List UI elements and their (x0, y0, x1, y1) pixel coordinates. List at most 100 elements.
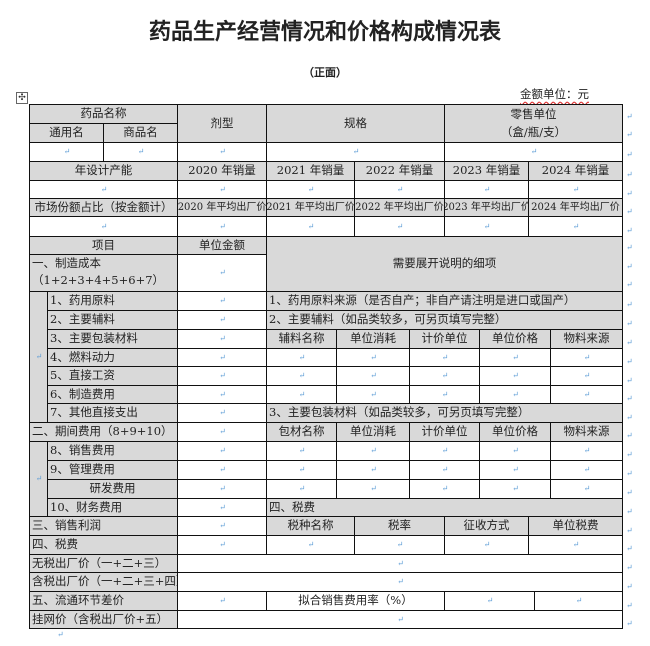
input-cell[interactable]: ↵ (266, 460, 337, 480)
header-generic-name: 通用名 (29, 123, 104, 143)
input-cell[interactable]: ↵ (266, 216, 355, 237)
input-cell[interactable]: ↵ (444, 535, 529, 555)
paragraph-mark-icon: ↵ (298, 352, 306, 362)
input-cell[interactable]: ↵ (444, 216, 529, 237)
input-cell[interactable]: ↵ (409, 348, 480, 367)
input-cell[interactable]: ↵ (177, 572, 623, 592)
input-cell[interactable]: ↵ (444, 591, 535, 611)
input-cell[interactable]: ↵ (409, 385, 480, 404)
header-sales-3: 2023 年销量 (444, 161, 529, 181)
input-cell[interactable]: ↵ (354, 216, 445, 237)
input-cell[interactable]: ↵ (266, 180, 355, 199)
amount-cell[interactable]: ↵ (177, 310, 267, 330)
input-cell[interactable]: ↵ (409, 441, 480, 461)
row-end-mark-icon: ↵ (626, 189, 633, 198)
paragraph-mark-icon: ↵ (512, 352, 519, 362)
input-cell[interactable]: ↵ (409, 366, 480, 386)
paragraph-mark-icon: ↵ (219, 484, 226, 493)
paragraph-mark-icon: ↵ (575, 596, 583, 605)
paragraph-mark-icon: ↵ (219, 352, 226, 362)
input-cell[interactable]: ↵ (336, 441, 410, 461)
indent-cell[interactable]: ↵ (29, 291, 48, 423)
cell-text: （1+2+3+4+5+6+7） (32, 273, 165, 288)
paragraph-mark-icon: ↵ (219, 465, 226, 474)
input-cell[interactable]: ↵ (354, 535, 445, 555)
amount-cell[interactable]: ↵ (177, 403, 267, 423)
input-cell[interactable]: ↵ (177, 610, 623, 629)
header-sales-4: 2024 年销量 (528, 161, 623, 181)
input-cell[interactable]: ↵ (534, 591, 623, 611)
amount-cell[interactable]: ↵ (177, 291, 267, 311)
amount-cell[interactable]: ↵ (177, 535, 267, 555)
amount-cell[interactable]: ↵ (177, 516, 267, 536)
input-cell[interactable]: ↵ (444, 180, 529, 199)
input-cell[interactable]: ↵ (336, 348, 410, 367)
input-cell[interactable]: ↵ (29, 142, 104, 162)
input-cell[interactable]: ↵ (528, 535, 623, 555)
input-cell[interactable]: ↵ (444, 142, 623, 162)
packaging-header: 物料来源 (550, 422, 623, 442)
input-cell[interactable]: ↵ (479, 366, 551, 386)
amount-cell[interactable]: ↵ (177, 460, 267, 480)
note-packaging: 3、主要包装材料（如品类较多，可另页填写完整） (266, 403, 623, 423)
table-move-handle-icon[interactable]: ✣ (16, 92, 28, 104)
input-cell[interactable]: ↵ (103, 142, 178, 162)
input-cell[interactable]: ↵ (479, 385, 551, 404)
amount-cell[interactable]: ↵ (177, 591, 267, 611)
input-cell[interactable]: ↵ (29, 216, 178, 237)
cell-text: 9、管理费用 (50, 462, 115, 477)
input-cell[interactable]: ↵ (177, 554, 623, 573)
input-cell[interactable]: ↵ (528, 180, 623, 199)
input-cell[interactable]: ↵ (409, 479, 480, 499)
input-cell[interactable]: ↵ (550, 460, 623, 480)
input-cell[interactable]: ↵ (177, 216, 267, 237)
input-cell[interactable]: ↵ (266, 535, 355, 555)
indent-cell[interactable]: ↵ (29, 441, 48, 517)
input-cell[interactable]: ↵ (479, 348, 551, 367)
amount-cell[interactable]: ↵ (177, 348, 267, 367)
paragraph-mark-icon: ↵ (219, 446, 226, 455)
input-cell[interactable]: ↵ (528, 216, 623, 237)
header-avg-price-2: 2022 年平均出厂价 (354, 198, 445, 217)
input-cell[interactable]: ↵ (336, 366, 410, 386)
input-cell[interactable]: ↵ (177, 142, 267, 162)
input-cell[interactable]: ↵ (29, 180, 178, 199)
input-cell[interactable]: ↵ (336, 460, 410, 480)
input-cell[interactable]: ↵ (479, 441, 551, 461)
input-cell[interactable]: ↵ (266, 479, 337, 499)
amount-cell[interactable]: ↵ (177, 254, 267, 292)
input-cell[interactable]: ↵ (354, 180, 445, 199)
input-cell[interactable]: ↵ (266, 385, 337, 404)
paragraph-mark-icon: ↵ (396, 540, 404, 549)
cell-text: 单位消耗 (350, 424, 396, 439)
input-cell[interactable]: ↵ (266, 142, 445, 162)
amount-cell[interactable]: ↵ (177, 422, 267, 442)
amount-cell[interactable]: ↵ (177, 498, 267, 517)
paragraph-mark-icon: ↵ (370, 371, 377, 380)
input-cell[interactable]: ↵ (550, 348, 623, 367)
input-cell[interactable]: ↵ (336, 479, 410, 499)
row-end-mark-icon: ↵ (626, 488, 633, 497)
input-cell[interactable]: ↵ (336, 385, 410, 404)
input-cell[interactable]: ↵ (550, 385, 623, 404)
input-cell[interactable]: ↵ (550, 366, 623, 386)
amount-cell[interactable]: ↵ (177, 329, 267, 349)
paragraph-mark-icon: ↵ (137, 147, 145, 156)
amount-cell[interactable]: ↵ (177, 385, 267, 404)
cell-text: 市场份额占比（按金额计） (34, 199, 173, 214)
input-cell[interactable]: ↵ (479, 460, 551, 480)
amount-cell[interactable]: ↵ (177, 441, 267, 461)
packaging-header: 计价单位 (409, 422, 480, 442)
input-cell[interactable]: ↵ (177, 180, 267, 199)
input-cell[interactable]: ↵ (409, 460, 480, 480)
input-cell[interactable]: ↵ (550, 479, 623, 499)
amount-cell[interactable]: ↵ (177, 479, 267, 499)
input-cell[interactable]: ↵ (479, 479, 551, 499)
input-cell[interactable]: ↵ (266, 441, 337, 461)
header-sales-0: 2020 年销量 (177, 161, 267, 181)
input-cell[interactable]: ↵ (550, 441, 623, 461)
input-cell[interactable]: ↵ (266, 348, 337, 367)
period-item: 10、财务费用 (47, 498, 178, 517)
amount-cell[interactable]: ↵ (177, 366, 267, 386)
input-cell[interactable]: ↵ (266, 366, 337, 386)
